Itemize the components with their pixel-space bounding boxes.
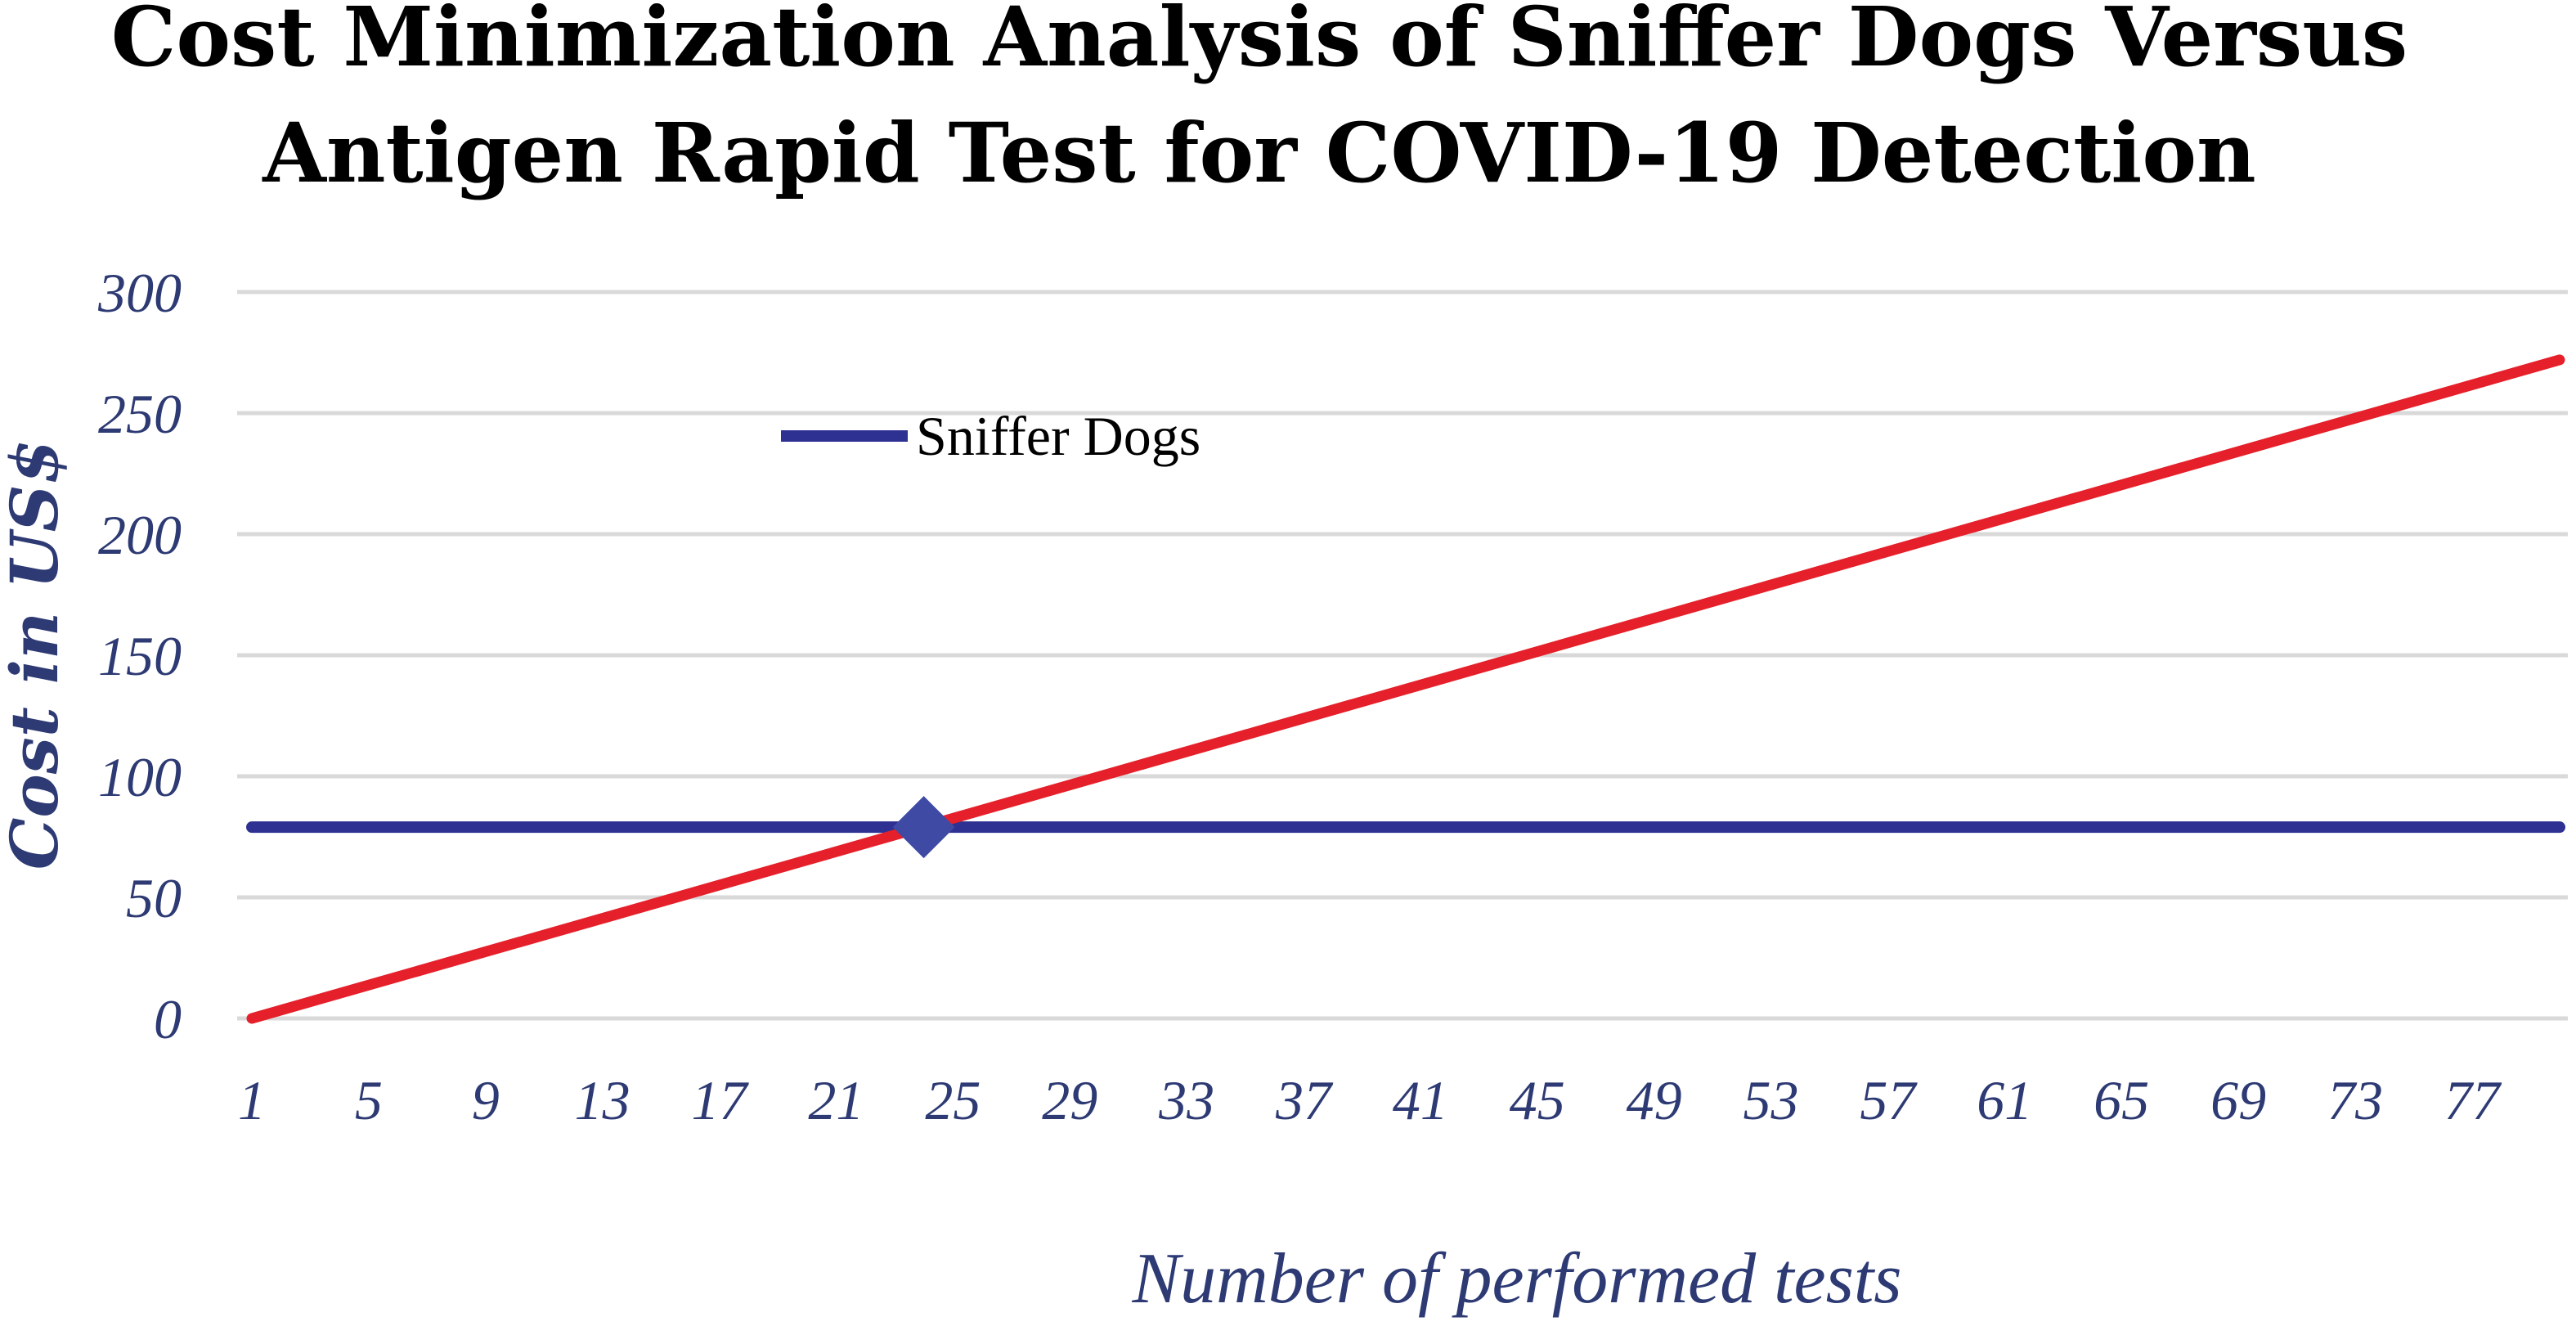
y-tick-label-50: 50 <box>126 867 182 929</box>
y-axis-ticks: 0 50 100 150 200 250 300 <box>97 262 182 1050</box>
series-lines <box>246 354 2565 1024</box>
y-tick-label-100: 100 <box>98 746 182 808</box>
series-line-antigen-rapid-test <box>246 354 2565 1024</box>
x-tick-label-29: 29 <box>1042 1069 1097 1131</box>
y-tick-label-0: 0 <box>154 988 182 1050</box>
x-tick-label-69: 69 <box>2210 1069 2266 1131</box>
chart-title-line-1: Cost Minimization Analysis of Sniffer Do… <box>111 0 2408 85</box>
x-tick-label-1: 1 <box>238 1069 266 1131</box>
x-tick-label-41: 41 <box>1393 1069 1448 1131</box>
x-tick-label-65: 65 <box>2094 1069 2149 1131</box>
y-axis-title: Cost in US$ <box>0 439 73 870</box>
markers <box>892 796 955 859</box>
x-tick-label-25: 25 <box>925 1069 981 1131</box>
x-tick-label-9: 9 <box>472 1069 500 1131</box>
x-tick-label-49: 49 <box>1627 1069 1682 1131</box>
x-tick-label-61: 61 <box>1977 1069 2032 1131</box>
x-tick-label-21: 21 <box>808 1069 864 1131</box>
grid-lines <box>237 290 2568 1021</box>
x-axis-ticks: 1 5 9 13 17 21 25 29 33 37 41 45 49 53 57 61 65 69 73 77 <box>238 1069 2502 1131</box>
y-tick-label-200: 200 <box>98 504 182 566</box>
chart-title-line-2: Antigen Rapid Test for COVID-19 Detectio… <box>262 105 2255 201</box>
y-tick-label-250: 250 <box>98 383 182 445</box>
x-tick-label-73: 73 <box>2327 1069 2383 1131</box>
x-tick-label-5: 5 <box>355 1069 383 1131</box>
x-tick-label-45: 45 <box>1510 1069 1565 1131</box>
x-tick-label-33: 33 <box>1158 1069 1214 1131</box>
x-tick-label-77: 77 <box>2444 1069 2502 1131</box>
x-tick-label-13: 13 <box>575 1069 631 1131</box>
legend-label-sniffer-dogs: Sniffer Dogs <box>916 405 1200 467</box>
y-tick-label-300: 300 <box>97 262 182 324</box>
x-tick-label-57: 57 <box>1860 1069 1918 1131</box>
break-even-diamond-marker <box>892 796 955 859</box>
legend: Sniffer Dogs <box>781 405 1200 467</box>
x-axis-title: Number of performed tests <box>1131 1239 1901 1319</box>
x-tick-label-37: 37 <box>1275 1069 1334 1131</box>
x-tick-label-17: 17 <box>692 1069 750 1131</box>
y-tick-label-150: 150 <box>98 625 182 687</box>
x-tick-label-53: 53 <box>1744 1069 1799 1131</box>
